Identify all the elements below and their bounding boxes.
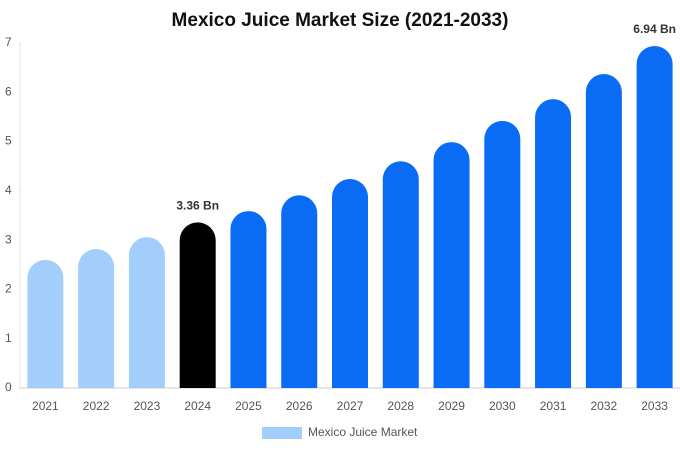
x-tick-label: 2025 xyxy=(235,399,262,413)
x-tick-label: 2021 xyxy=(32,399,59,413)
bar xyxy=(78,249,115,388)
value-label: 6.94 Bn xyxy=(633,22,676,36)
x-tick-label: 2022 xyxy=(83,399,110,413)
bar xyxy=(281,195,318,388)
x-tick-label: 2030 xyxy=(489,399,516,413)
bar xyxy=(179,222,216,388)
bar xyxy=(332,179,368,388)
bar xyxy=(382,161,419,388)
x-tick-label: 2026 xyxy=(286,399,313,413)
x-tick-label: 2027 xyxy=(337,399,364,413)
legend-swatch xyxy=(262,427,302,439)
y-tick-label: 4 xyxy=(5,183,12,197)
y-tick-label: 7 xyxy=(5,35,12,49)
x-tick-label: 2029 xyxy=(438,399,465,413)
x-tick-label: 2032 xyxy=(590,399,617,413)
x-tick-label: 2028 xyxy=(387,399,414,413)
x-tick-label: 2031 xyxy=(540,399,567,413)
y-tick-label: 2 xyxy=(5,282,12,296)
y-tick-label: 3 xyxy=(5,232,12,246)
bar xyxy=(433,142,470,388)
y-tick-label: 0 xyxy=(5,380,12,394)
value-label: 3.36 Bn xyxy=(176,199,219,213)
y-tick-label: 6 xyxy=(5,84,12,98)
bar xyxy=(585,74,622,389)
bar xyxy=(484,120,521,388)
bar xyxy=(230,211,267,388)
bar xyxy=(636,45,673,388)
legend-label: Mexico Juice Market xyxy=(308,425,418,439)
x-tick-label: 2023 xyxy=(134,399,161,413)
y-tick-label: 1 xyxy=(5,331,12,345)
y-tick-label: 5 xyxy=(5,134,12,148)
bar xyxy=(128,237,165,388)
bar xyxy=(535,99,572,388)
x-tick-label: 2033 xyxy=(641,399,668,413)
bar xyxy=(27,259,64,388)
x-tick-label: 2024 xyxy=(184,399,211,413)
chart-title: Mexico Juice Market Size (2021-2033) xyxy=(172,10,509,31)
